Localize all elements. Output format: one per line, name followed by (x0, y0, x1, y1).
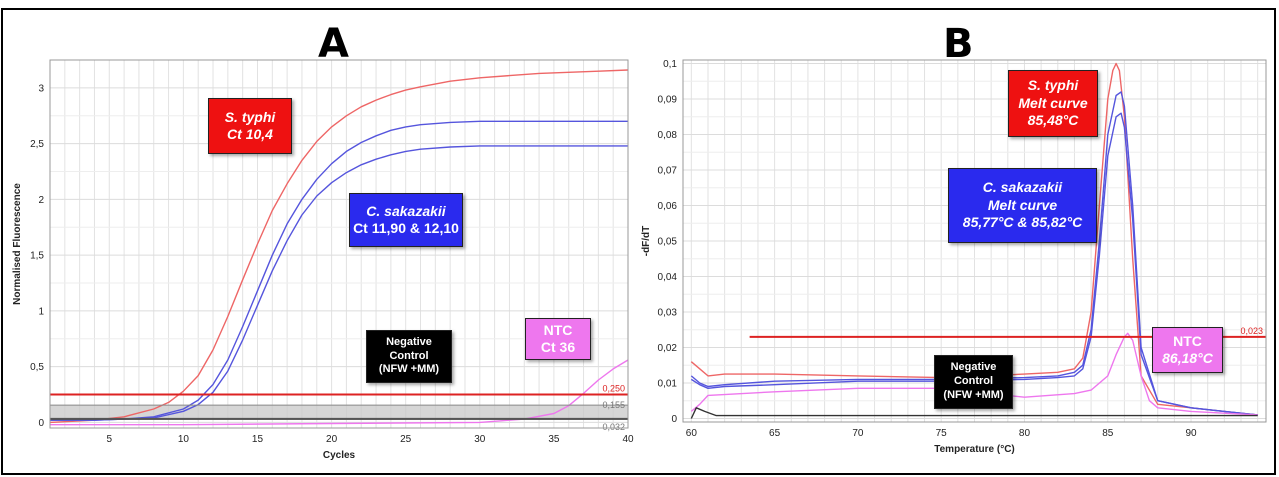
a-x-tick-label: 30 (474, 434, 486, 445)
a-x-tick-label: 40 (622, 434, 634, 445)
sakazakii-melt-name: C. sakazakii (982, 179, 1063, 196)
b-x-tick-label: 90 (1185, 428, 1197, 439)
b-y-tick-label: 0,06 (658, 201, 678, 212)
ntc-melt-label: NTC 86,18°C (1152, 327, 1223, 373)
b-series-ntc-3 (690, 332, 1258, 416)
sakazakii-melt-label: C. sakazakii Melt curve 85,77°C & 85,82°… (948, 168, 1097, 243)
a-y-tick-label: 0,5 (30, 362, 44, 373)
negative-control-a-line2: Control (389, 349, 429, 362)
ntc-melt-name: NTC (1173, 332, 1202, 349)
a-series-sakazakii-1 (50, 120, 628, 421)
b-x-tick-label: 65 (769, 428, 781, 439)
typhi-melt-label: S. typhi Melt curve 85,48°C (1008, 70, 1098, 137)
typhi-melt-value: 85,48°C (1027, 112, 1079, 129)
negative-control-a-line1: Negative (386, 335, 432, 348)
a-threshold-label-1: 0,155 (602, 400, 625, 410)
a-threshold-band (50, 405, 628, 419)
b-threshold-label-0: 0,023 (1240, 326, 1263, 336)
ntc-ct-value: Ct 36 (540, 339, 576, 355)
a-y-tick-label: 1,5 (30, 251, 44, 262)
sakazakii-ct-value: Ct 11,90 & 12,10 (353, 220, 459, 236)
a-y-tick-label: 1 (38, 306, 44, 317)
typhi-ct-label: S. typhi Ct 10,4 (208, 98, 292, 154)
a-axes-frame (49, 59, 629, 429)
b-x-axis-title: Temperature (°C) (934, 444, 1015, 455)
a-series-sakazakii-2 (50, 145, 628, 421)
sakazakii-melt-value: 85,77°C & 85,82°C (962, 214, 1083, 231)
b-y-tick-label: 0,07 (658, 166, 678, 177)
a-x-tick-label: 15 (252, 434, 264, 445)
b-y-tick-label: 0,1 (663, 59, 677, 70)
a-y-tick-label: 0 (38, 418, 44, 429)
sakazakii-ct-name: C. sakazakii (366, 202, 446, 219)
a-series-ntc-3 (50, 359, 629, 426)
b-y-tick-label: 0,08 (658, 130, 678, 141)
b-y-tick-label: 0 (671, 414, 677, 425)
negative-control-a-line3: (NFW +MM) (378, 363, 440, 376)
negative-control-b-line1: Negative (950, 361, 997, 374)
a-x-tick-label: 10 (178, 434, 190, 445)
b-series-typhi-0 (690, 62, 1258, 416)
typhi-ct-name: S. typhi (224, 108, 276, 125)
a-threshold-label-0: 0,250 (602, 384, 625, 394)
typhi-melt-caption: Melt curve (1018, 94, 1088, 111)
a-x-tick-label: 20 (326, 434, 338, 445)
negative-control-label-a: Negative Control (NFW +MM) (366, 330, 452, 383)
panel-letter-b: B (943, 21, 974, 67)
b-y-tick-label: 0,03 (658, 307, 678, 318)
b-x-tick-label: 70 (852, 428, 864, 439)
ntc-melt-value: 86,18°C (1162, 350, 1213, 366)
amplification-chart: 0,250 0,155 0,032 5 10 15 20 25 30 35 40 0 0,5 1 1,5 2 2… (12, 59, 634, 461)
ntc-ct-label: NTC Ct 36 (525, 318, 591, 360)
b-x-tick-label: 80 (1019, 428, 1031, 439)
b-series-sakazakii-1 (690, 91, 1258, 416)
b-axes-frame (682, 59, 1267, 423)
melt-curve-chart: 0,023 60 65 70 75 80 85 90 0 0,01 0,02 0,03 0,04 0,05… (641, 59, 1267, 455)
b-y-tick-label: 0,04 (658, 272, 678, 283)
b-y-tick-label: 0,01 (658, 378, 678, 389)
b-y-axis-title: -dF/dT (641, 226, 652, 257)
negative-control-b-line2: Control (953, 375, 994, 388)
a-y-tick-label: 2,5 (30, 139, 44, 150)
b-x-tick-label: 60 (686, 428, 698, 439)
negative-control-label-b: Negative Control (NFW +MM) (934, 355, 1013, 409)
a-plot-area (49, 59, 629, 429)
b-y-tick-label: 0,09 (658, 95, 678, 106)
sakazakii-melt-caption: Melt curve (987, 196, 1058, 213)
a-threshold-label-2: 0,032 (602, 422, 625, 432)
a-y-tick-label: 2 (38, 195, 44, 206)
typhi-ct-value: Ct 10,4 (227, 126, 273, 142)
a-x-tick-label: 25 (400, 434, 412, 445)
b-x-tick-label: 85 (1102, 428, 1114, 439)
a-y-axis-title: Normalised Fluorescence (12, 183, 23, 305)
a-x-tick-label: 35 (548, 434, 560, 445)
b-y-tick-label: 0,02 (658, 343, 678, 354)
typhi-melt-name: S. typhi (1027, 77, 1079, 94)
ntc-ct-name: NTC (543, 321, 573, 338)
negative-control-b-line3: (NFW +MM) (943, 388, 1004, 401)
b-x-tick-label: 75 (936, 428, 948, 439)
panel-letter-a: A (318, 21, 349, 67)
a-x-axis-title: Cycles (323, 450, 356, 461)
sakazakii-ct-label: C. sakazakii Ct 11,90 & 12,10 (349, 193, 463, 247)
b-series-negative-4 (690, 407, 1258, 419)
b-y-tick-label: 0,05 (658, 237, 678, 248)
a-x-tick-label: 5 (107, 434, 113, 445)
a-y-tick-label: 3 (38, 83, 44, 94)
